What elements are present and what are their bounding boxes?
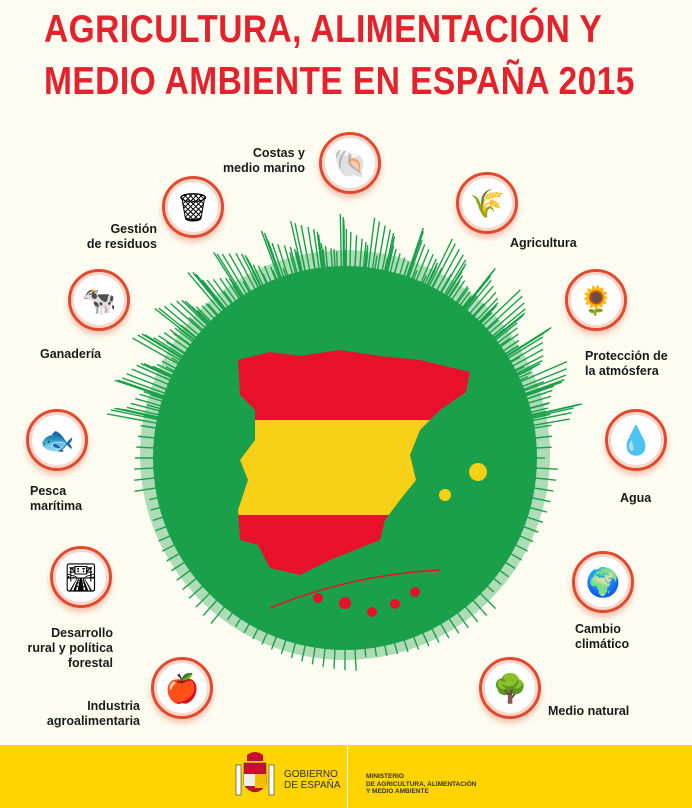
balearic-islands — [439, 489, 451, 501]
topic-label: Industria agroalimentaria — [46, 699, 140, 728]
topic-label: Agricultura — [510, 236, 577, 250]
earth-hands-icon: 🌍 — [572, 551, 634, 613]
tree-icon: 🌳 — [479, 657, 541, 719]
fish-icon: 🐟 — [26, 409, 88, 471]
sunflower-icon: 🌻 — [565, 269, 627, 331]
coat-of-arms-icon — [235, 752, 275, 796]
gobierno-de-espana-text: GOBIERNO DE ESPAÑA — [284, 769, 341, 791]
title-line-2: MEDIO AMBIENTE EN ESPAÑA 2015 — [44, 60, 635, 103]
title-line-1: AGRICULTURA, ALIMENTACIÓN Y — [44, 8, 603, 51]
topic-label: Medio natural — [548, 704, 630, 718]
topic-label: Cambio climático — [575, 622, 630, 651]
rural-road-icon: 🛣 — [50, 546, 112, 608]
topic-label: Desarrollo rural y política forestal — [27, 626, 113, 670]
topic-label: Gestión de residuos — [86, 222, 157, 251]
wheat-icon: 🌾 — [456, 172, 518, 234]
apple-icon: 🍎 — [151, 657, 213, 719]
topic-label: Protección de la atmósfera — [585, 349, 668, 378]
water-splash-icon: 💧 — [605, 409, 667, 471]
seashell-icon: 🐚 — [319, 132, 381, 194]
cow-icon: 🐄 — [68, 269, 130, 331]
footer-bar: GOBIERNO DE ESPAÑA MINISTERIO DE AGRICULTU… — [0, 745, 692, 808]
globe-illustration — [106, 214, 583, 671]
canary-islands — [313, 587, 420, 617]
topic-label: Pesca marítima — [30, 484, 83, 513]
topic-label: Costas y medio marino — [223, 146, 305, 175]
topic-label: Ganadería — [40, 347, 102, 361]
ministerio-text: MINISTERIO DE AGRICULTURA, ALIMENTACIÓN Y … — [366, 773, 477, 795]
waste-bin-icon: 🗑 — [162, 176, 224, 238]
topic-label: Agua — [620, 491, 652, 505]
footer-divider — [347, 745, 348, 808]
